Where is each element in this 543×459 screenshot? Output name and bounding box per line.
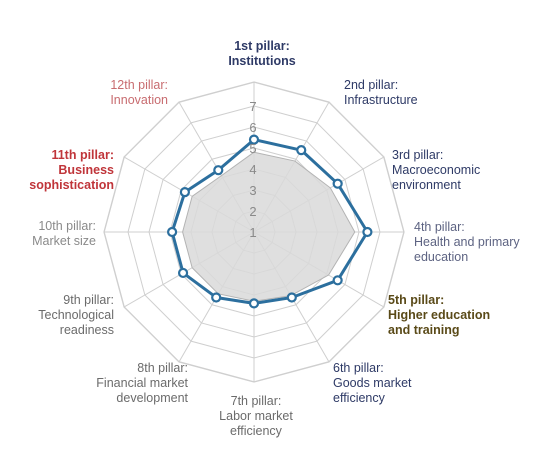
- tick-label: 4: [249, 162, 256, 177]
- axis-label-1: 1st pillar: Institutions: [228, 39, 296, 68]
- data-point: [332, 178, 343, 189]
- tick-label: 6: [249, 120, 256, 135]
- data-point: [296, 145, 307, 156]
- axis-label-2: 2nd pillar: Infrastructure: [344, 78, 418, 107]
- tick-label: 3: [249, 183, 256, 198]
- data-point: [177, 267, 189, 279]
- data-point: [211, 292, 222, 303]
- axis-label-6: 6th pillar: Goods market efficiency: [333, 361, 412, 405]
- data-point: [286, 292, 297, 303]
- tick-label: 2: [249, 204, 256, 219]
- tick-label: 5: [249, 141, 256, 156]
- axis-label-3: 3rd pillar: Macroeconomic environment: [392, 148, 481, 192]
- data-point: [213, 165, 224, 176]
- data-point: [248, 298, 260, 309]
- tick-label: 1: [249, 225, 256, 240]
- axis-label-4: 4th pillar: Health and primary education: [414, 220, 520, 264]
- axis-label-9: 9th pillar: Technological readiness: [38, 293, 114, 337]
- axis-label-5: 5th pillar: Higher education and trainin…: [388, 293, 491, 337]
- axis-label-10: 10th pillar: Market size: [32, 219, 96, 248]
- axis-label-7: 7th pillar: Labor market efficiency: [219, 394, 293, 438]
- data-point: [362, 226, 373, 238]
- data-point: [332, 275, 343, 286]
- axis-label-12: 12th pillar: Innovation: [110, 78, 168, 107]
- data-point: [248, 134, 260, 145]
- tick-label: 7: [249, 99, 256, 114]
- axis-label-11: 11th pillar: Business sophistication: [29, 148, 114, 192]
- data-point: [179, 187, 190, 198]
- axis-label-8: 8th pillar: Financial market development: [96, 361, 188, 405]
- data-point: [167, 226, 178, 238]
